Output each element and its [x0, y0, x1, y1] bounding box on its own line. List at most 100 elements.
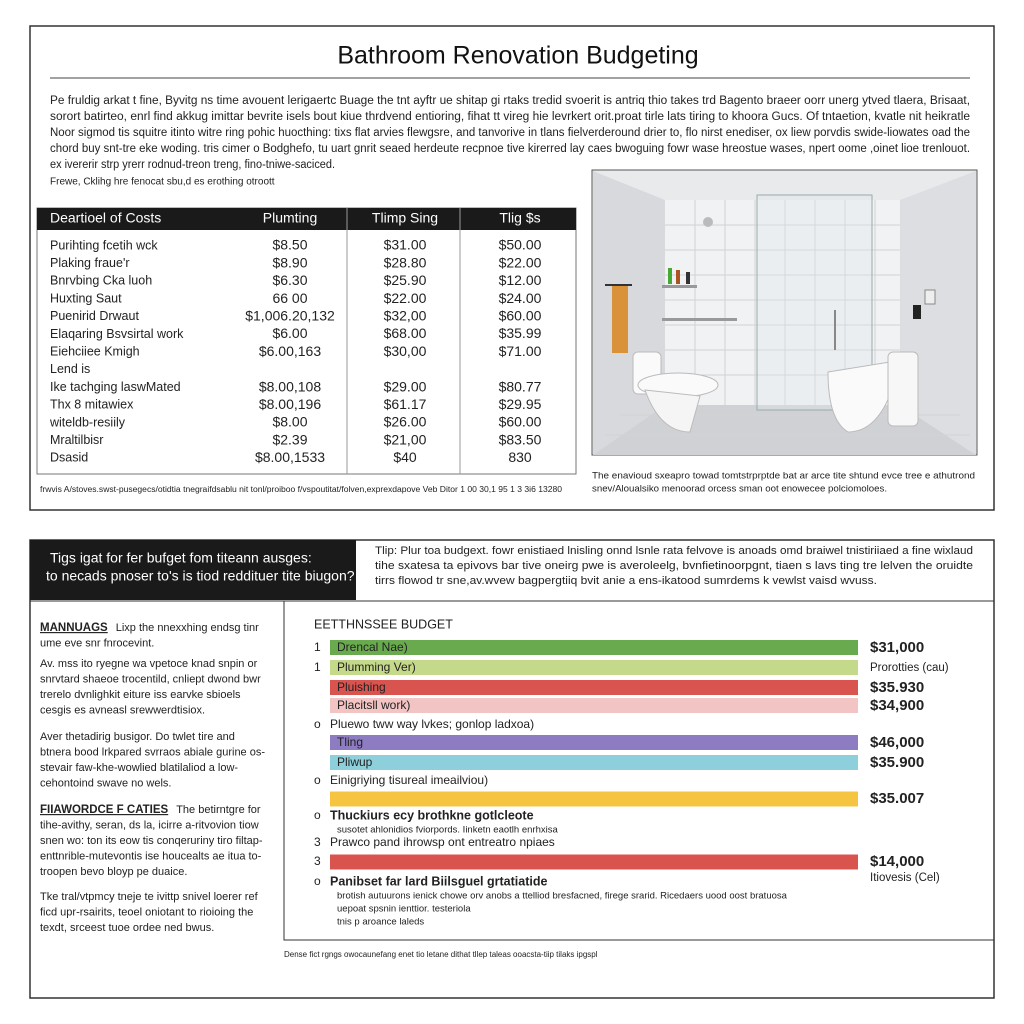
budget-bar — [330, 660, 858, 675]
item-marker: o — [314, 808, 321, 822]
table-cell: $6.30 — [272, 272, 307, 288]
table-header: Tlig $s — [499, 210, 540, 226]
item-detail: uepoat spsnin ienttior. testeriola — [337, 904, 471, 915]
row-label: Elaqaring Bsvsirtal work — [50, 327, 184, 341]
section-heading: MANNUAGS — [40, 622, 108, 634]
intro-line: chord buy snt-tre eke woding. tris cimer… — [50, 143, 970, 155]
section-heading: FIIAWORDCE F CATIES — [40, 804, 169, 816]
tips-text: Tlip: Plur toa budgext. fowr enistiaed l… — [375, 545, 973, 557]
item-label: Pliwup — [337, 755, 373, 769]
table-header: Tlimp Sing — [372, 210, 438, 226]
table-header: Deartioel of Costs — [50, 210, 161, 226]
table-cell: $1,006.20,132 — [245, 308, 335, 324]
table-header-band — [37, 208, 576, 230]
item-value: $35.007 — [870, 790, 924, 807]
table-cell: $71.00 — [499, 343, 542, 359]
item-value: $34,900 — [870, 697, 924, 714]
intro-line: ex ivererir strp yrerr rodnud-treon tren… — [50, 159, 335, 171]
section-text: troopen bevo bloyp pe duaice. — [40, 866, 187, 878]
table-cell: $6.00,163 — [259, 343, 321, 359]
item-marker: o — [314, 874, 321, 888]
section-text: Aver thetadirig busigor. Do twlet tire a… — [40, 731, 235, 743]
table-cell: $29.95 — [499, 396, 542, 412]
table-cell: $83.50 — [499, 431, 542, 447]
table-cell: $28.80 — [384, 254, 427, 270]
table-cell: $21,00 — [384, 431, 427, 447]
row-label: Thx 8 mitawiex — [50, 398, 134, 412]
tips-text: tirrs flowod tr sne,av.wvew bagpergtiiq … — [375, 575, 877, 587]
table-cell: $22.00 — [384, 290, 427, 306]
table-cell: $29.00 — [384, 378, 427, 394]
budget-bar — [330, 680, 858, 695]
section-text: Av. mss ito ryegne wa vpetoce knad snpin… — [40, 658, 258, 670]
photo-caption: snev/Aloualsiko menoorad orcess sman oot… — [592, 483, 887, 493]
budget-panel — [283, 600, 995, 941]
tips-text: tihe sxatesa ta epivovs bar tive oneirg … — [375, 560, 973, 572]
item-detail: tnis p aroance laleds — [337, 917, 424, 928]
section-text: cesgis es avneasl srewwerdtisiox. — [40, 704, 205, 716]
row-label: Bnrvbing Cka luoh — [50, 274, 152, 288]
section-text: trerelo dvnlighkit eiture iss earvke sbi… — [40, 689, 241, 701]
row-label: witeldb-resiily — [49, 415, 126, 429]
intro-line: Pe fruldig arkat t fine, Byvitg ns time … — [50, 95, 970, 107]
table-cell: $80.77 — [499, 378, 542, 394]
table-cell: $61.17 — [384, 396, 427, 412]
tips-tag-text: Tigs igat for fer bufget fom titeann aus… — [50, 550, 312, 566]
item-label: Prawco pand ihrowsp ont entreatro npiaes — [330, 835, 555, 849]
intro-line: sorort batirteo, enrl find akkug imittar… — [50, 111, 970, 123]
item-marker: 1 — [314, 660, 321, 674]
item-value: $35.930 — [870, 679, 924, 696]
item-marker: o — [314, 773, 321, 787]
table-cell: $6.00 — [272, 325, 307, 341]
item-label: Tling — [337, 735, 363, 749]
item-note: Prorotties (cau) — [870, 662, 949, 674]
table-cell: 830 — [508, 449, 532, 465]
section-text: ume eve snr fnrocevint. — [40, 637, 154, 649]
table-cell: $8.00,196 — [259, 396, 321, 412]
item-detail: susotet ahlonidios fviorpords. Iinketn e… — [337, 825, 558, 836]
section-text: enttnrible-mutevontis ise houcealts ae i… — [40, 850, 262, 862]
section-text: The betirntgre for — [176, 804, 261, 816]
row-label: Lend is — [50, 362, 90, 376]
table-cell: $31.00 — [384, 237, 427, 253]
table-cell: $8.00 — [272, 414, 307, 430]
section-text: stevair faw-khe-wowlied blatilaliod a lo… — [40, 762, 238, 774]
section-text: texdt, srceest tuoe ordee ned bwus. — [40, 922, 214, 934]
item-label: Pluishing — [337, 680, 386, 694]
row-label: Dsasid — [50, 451, 88, 465]
table-cell: $50.00 — [499, 237, 542, 253]
table-cell: $12.00 — [499, 272, 542, 288]
table-cell: $8.90 — [272, 254, 307, 270]
top-panel — [29, 25, 995, 511]
item-marker: 3 — [314, 835, 321, 849]
item-note: Itiovesis (Cel) — [870, 872, 940, 884]
tips-tag-text: to necads pnoser to's is tiod reddituer … — [46, 568, 355, 584]
budget-title: EETTHNSSEE BUDGET — [314, 617, 453, 631]
budget-bar — [330, 640, 858, 655]
row-label: Mraltilbisr — [50, 433, 103, 447]
section-text: snen wo: ton its eow tis conqeruriny tir… — [40, 835, 263, 847]
table-cell: $60.00 — [499, 308, 542, 324]
table-cell: 66 00 — [272, 290, 307, 306]
table-cell: $25.90 — [384, 272, 427, 288]
item-marker: o — [314, 717, 321, 731]
row-label: Puenirid Drwaut — [50, 309, 139, 323]
table-cell: $24.00 — [499, 290, 542, 306]
item-value: $46,000 — [870, 734, 924, 751]
bathroom-photo — [591, 169, 978, 456]
item-marker: 1 — [314, 640, 321, 654]
table-cell: $32,00 — [384, 308, 427, 324]
section-text: tihe-avithy, seran, ds la, icirre a-ritv… — [40, 819, 259, 831]
item-label: Plumming Ver) — [337, 660, 416, 674]
photo-caption: The enavioud sxeapro towad tomtstrprptde… — [592, 470, 975, 480]
tips-tag — [30, 540, 356, 600]
budget-bar — [330, 755, 858, 770]
section-text: snrvtard shaeoe trocentild, cnliept dwon… — [40, 673, 261, 685]
budget-bar — [330, 698, 858, 713]
item-label: Panibset far lard Biilsguel grtatiatide — [330, 874, 547, 888]
item-label: Placitsll work) — [337, 698, 410, 712]
note: Frewe, Cklihg hre fenocat sbu,d es eroth… — [50, 177, 275, 188]
section-text: cehontoind swave no wels. — [40, 777, 171, 789]
